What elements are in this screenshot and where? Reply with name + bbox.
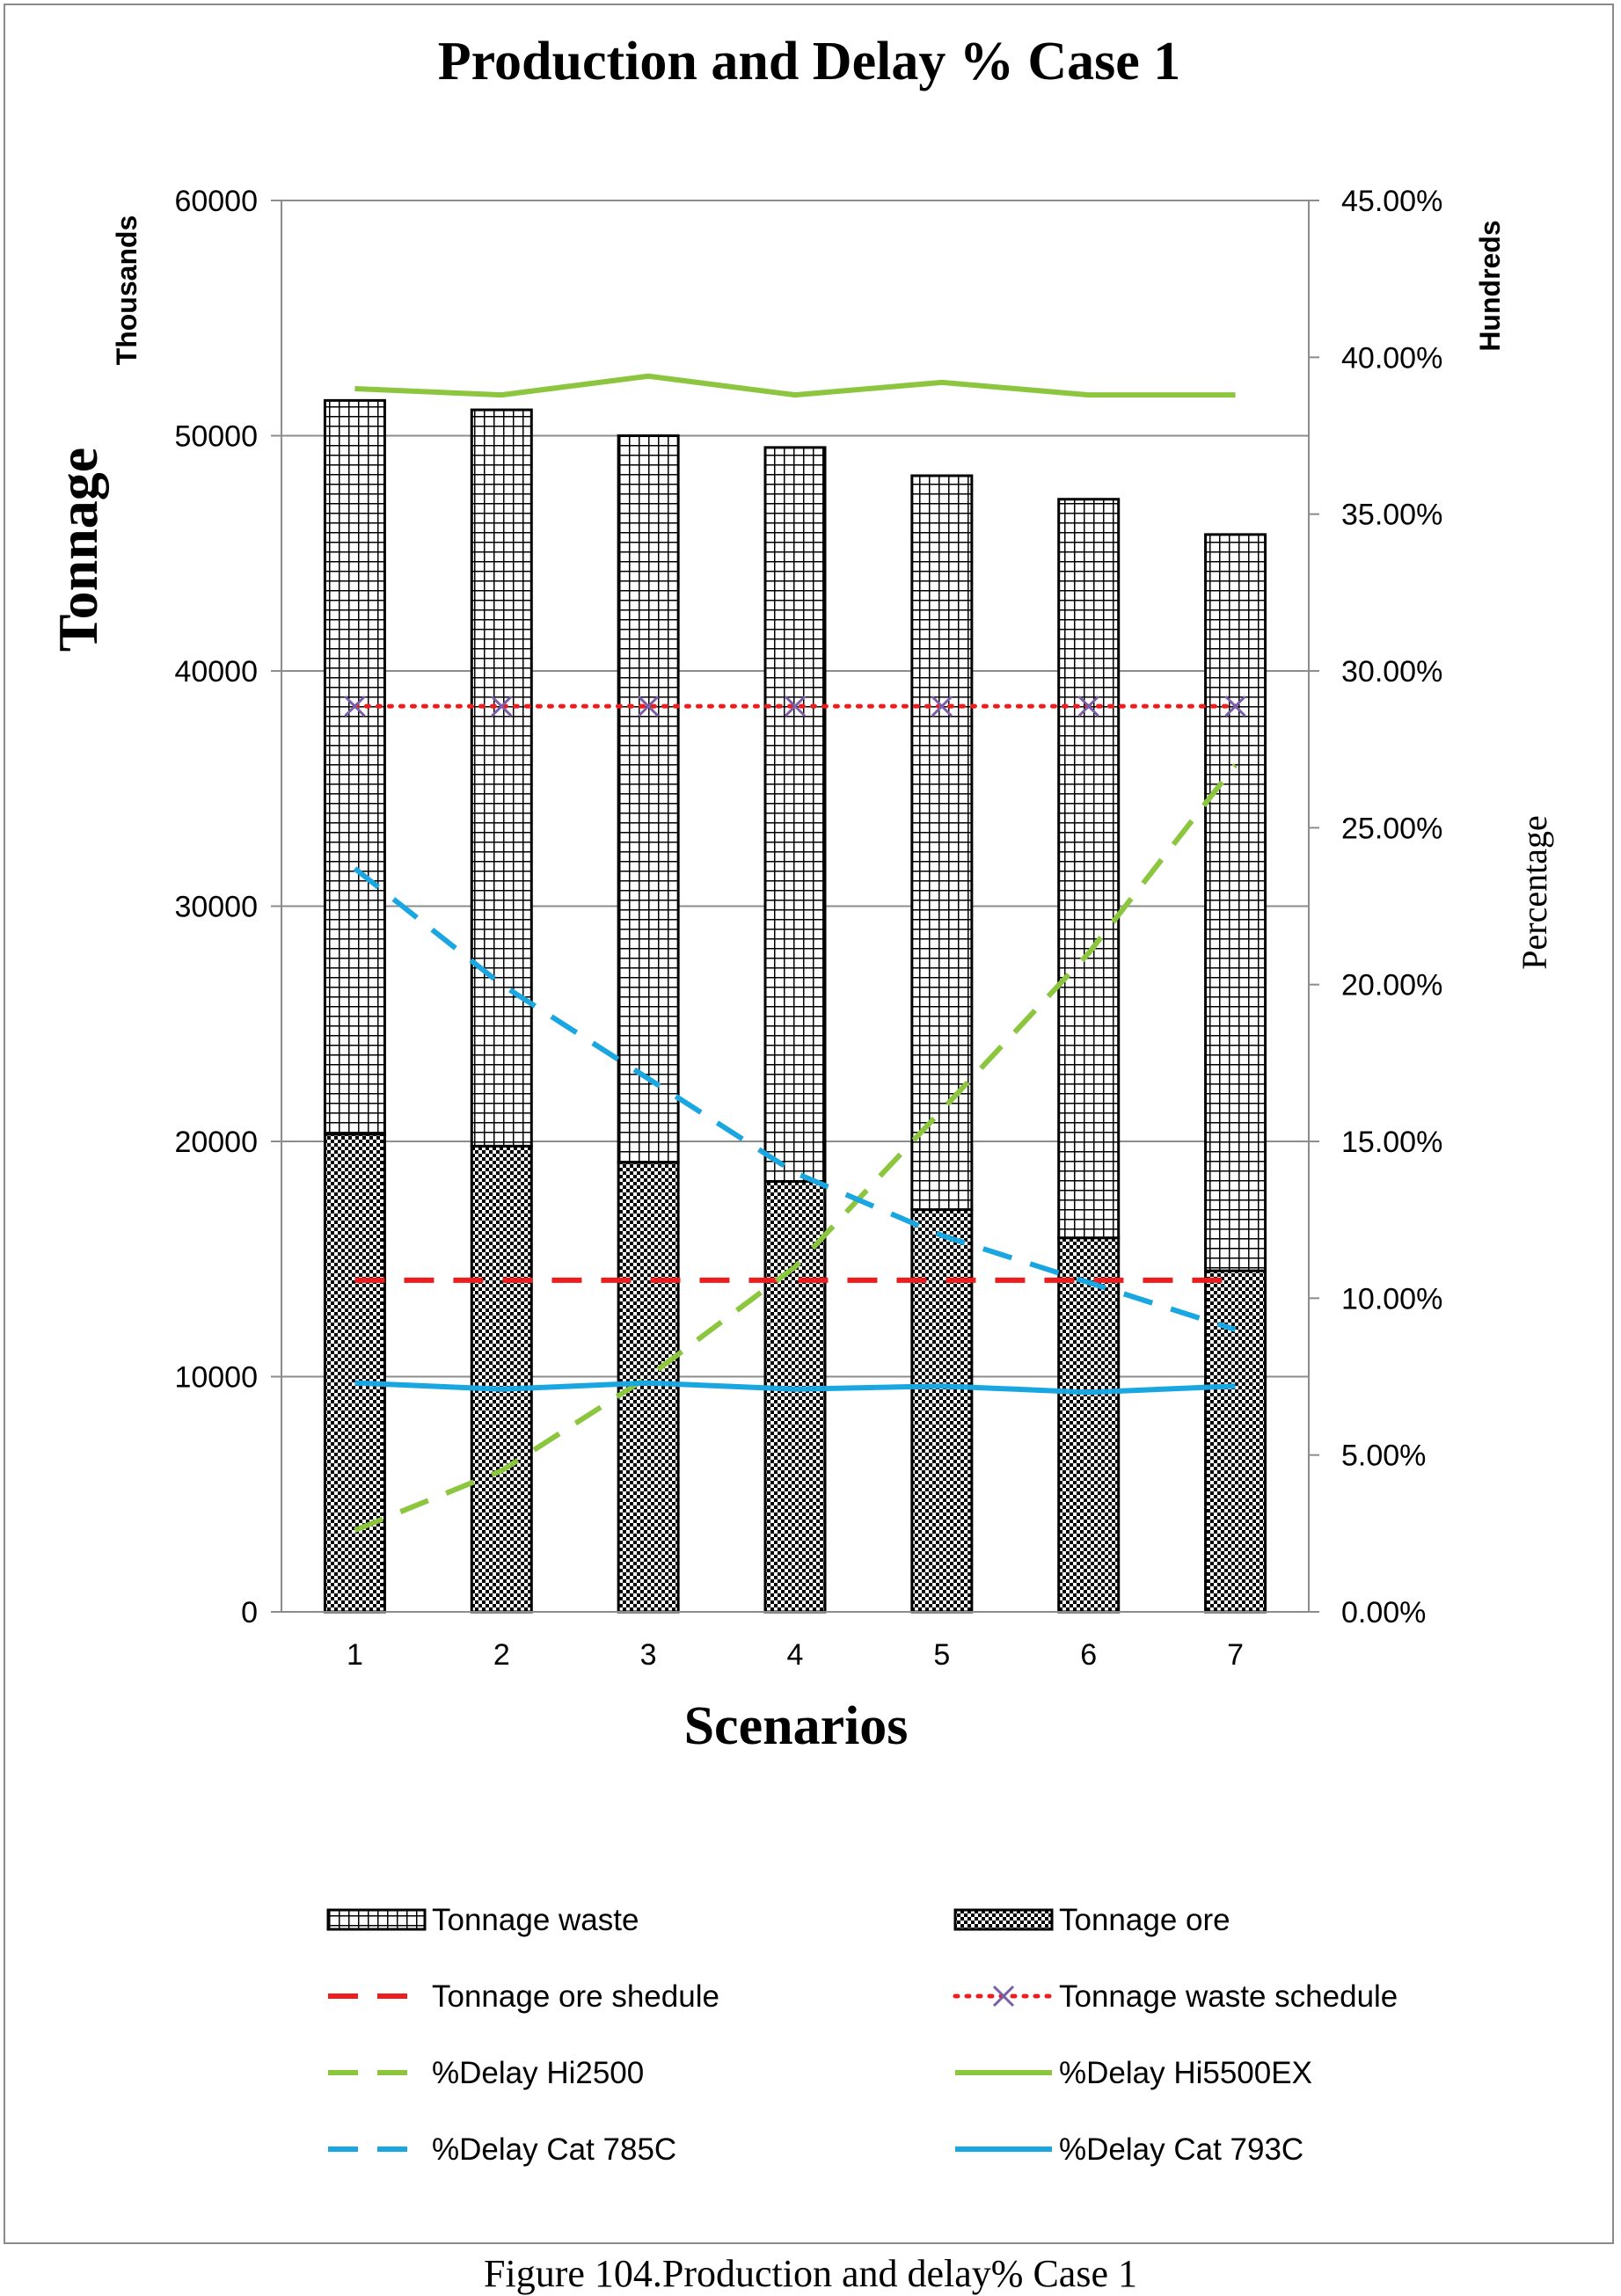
series-marker	[784, 696, 807, 718]
legend-label: Tonnage ore	[1059, 1903, 1230, 1937]
y2-tick-label: 20.00%	[1341, 969, 1442, 1002]
y-tick-label: 40000	[174, 655, 258, 689]
bar-tonnage-waste	[470, 408, 533, 1148]
axes: 0 10000 20000 30000 40000 50000 60000 0.00% 5.00…	[174, 185, 1442, 1672]
legend: Tonnage waste Tonnage ore Tonnage ore shed…	[326, 1903, 1398, 2167]
y2-tick-label: 25.00%	[1341, 812, 1442, 845]
series-marker	[344, 696, 366, 718]
bar-tonnage-waste	[323, 398, 386, 1136]
y-tick-label: 60000	[174, 185, 258, 218]
x-axis-label: Scenarios	[684, 1696, 909, 1756]
y-axis-display-unit: Thousands	[111, 215, 142, 366]
y2-tick-label: 30.00%	[1341, 655, 1442, 689]
legend-label: %Delay Hi5500EX	[1059, 2056, 1312, 2090]
y2-tick-label: 0.00%	[1341, 1596, 1426, 1629]
series-lines	[344, 373, 1246, 1534]
x-tick-label: 1	[347, 1638, 363, 1672]
legend-swatch	[326, 1908, 427, 1931]
bar-tonnage-waste	[910, 474, 974, 1212]
series-marker	[931, 696, 953, 718]
y-tick-label: 20000	[174, 1126, 258, 1159]
bar-tonnage-waste	[1057, 498, 1121, 1240]
series-marker	[1224, 696, 1246, 718]
bar-tonnage-waste	[617, 434, 680, 1164]
bar-tonnage-ore	[323, 1133, 386, 1614]
legend-label: %Delay Cat 785C	[432, 2132, 676, 2167]
x-tick-label: 7	[1227, 1638, 1244, 1672]
x-tick-label: 4	[787, 1638, 804, 1672]
bar-tonnage-ore	[1204, 1269, 1267, 1614]
y-tick-label: 10000	[174, 1361, 258, 1395]
series-marker	[491, 696, 513, 718]
x-tick-label: 5	[933, 1638, 950, 1672]
legend-label: Tonnage ore shedule	[432, 1979, 719, 2014]
bar-tonnage-ore	[470, 1144, 533, 1614]
y2-tick-label: 45.00%	[1341, 185, 1442, 218]
bars	[323, 398, 1267, 1614]
legend-label: %Delay Hi2500	[432, 2056, 644, 2090]
series-line--delay-cat-785c	[353, 866, 1237, 1332]
y2-tick-label: 40.00%	[1341, 341, 1442, 375]
x-tick-label: 6	[1080, 1638, 1097, 1672]
series-line--delay-hi2500	[354, 763, 1238, 1534]
legend-swatch	[953, 1908, 1054, 1931]
chart-title: Production and Delay % Case 1	[438, 32, 1181, 91]
bar-tonnage-waste	[763, 446, 827, 1183]
bar-tonnage-ore	[617, 1161, 680, 1614]
bar-tonnage-ore	[1057, 1236, 1121, 1614]
y-axis-label: Tonnage	[47, 448, 109, 652]
bar-tonnage-ore	[910, 1208, 974, 1614]
series-marker	[1077, 696, 1099, 718]
y2-axis-display-unit: Hundreds	[1474, 220, 1506, 351]
y-tick-label: 50000	[174, 420, 258, 454]
series-line--delay-cat-793c	[354, 1380, 1236, 1396]
y-tick-label: 0	[241, 1596, 258, 1629]
gridlines	[281, 200, 1309, 1378]
y2-axis-label: Percentage	[1515, 815, 1554, 969]
series-line--delay-hi5500ex	[354, 373, 1236, 398]
y-tick-label: 30000	[174, 891, 258, 924]
y2-tick-label: 15.00%	[1341, 1126, 1442, 1159]
x-tick-label: 2	[493, 1638, 510, 1672]
y2-tick-label: 10.00%	[1341, 1282, 1442, 1316]
legend-label: Tonnage waste	[432, 1903, 639, 1937]
figure-caption: Figure 104.Production and delay% Case 1	[484, 2252, 1137, 2295]
series-marker	[638, 696, 660, 718]
y2-tick-label: 35.00%	[1341, 499, 1442, 532]
x-tick-label: 3	[640, 1638, 657, 1672]
bar-tonnage-ore	[763, 1179, 827, 1614]
legend-marker	[992, 1985, 1015, 2008]
bar-tonnage-waste	[1204, 533, 1267, 1272]
legend-label: Tonnage waste schedule	[1059, 1979, 1398, 2014]
legend-label: %Delay Cat 793C	[1059, 2132, 1303, 2167]
y2-tick-label: 5.00%	[1341, 1440, 1426, 1473]
